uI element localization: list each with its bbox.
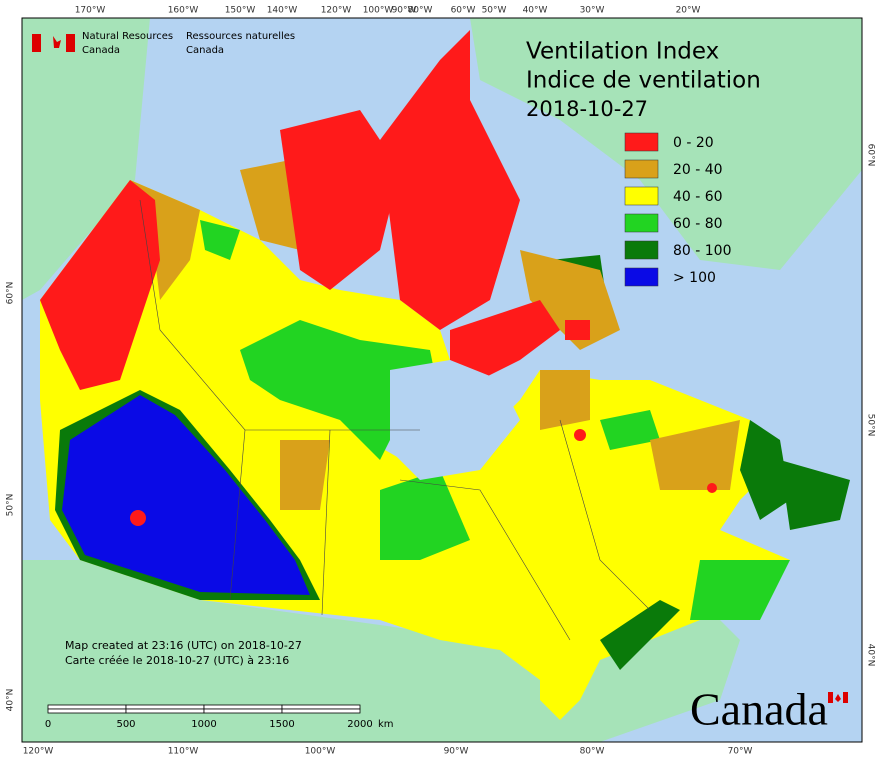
legend-swatch bbox=[624, 132, 659, 152]
index-zone bbox=[540, 370, 590, 430]
latitude-label: 60°N bbox=[6, 282, 16, 305]
longitude-label: 90°W bbox=[444, 747, 469, 757]
map-frame bbox=[21, 17, 863, 743]
index-zone bbox=[380, 30, 520, 330]
index-zone bbox=[200, 220, 240, 260]
legend-label: 0 - 20 bbox=[673, 135, 714, 151]
longitude-label: 120°W bbox=[321, 6, 352, 16]
legend-swatch bbox=[624, 213, 659, 233]
legend-swatch bbox=[624, 159, 659, 179]
longitude-label: 90°W bbox=[392, 6, 417, 16]
longitude-label: 120°W bbox=[23, 747, 54, 757]
longitude-label: 100°W bbox=[305, 747, 336, 757]
hudson-bay bbox=[390, 360, 520, 480]
credit-line: Map created at 23:16 (UTC) on 2018-10-27 bbox=[65, 639, 302, 652]
legend-swatch bbox=[624, 267, 659, 287]
latitude-label: 50°N bbox=[6, 494, 16, 517]
index-zone bbox=[690, 560, 790, 620]
scale-bar: 0 500 1000 1500 2000 km bbox=[45, 704, 394, 730]
scale-segment bbox=[203, 708, 283, 714]
index-zone bbox=[707, 483, 717, 493]
wordmark-flag bbox=[828, 692, 848, 703]
scale-segment bbox=[125, 708, 205, 714]
index-zone bbox=[650, 420, 740, 490]
longitude-label: 110°W bbox=[168, 747, 199, 757]
scale-label: 1500 bbox=[269, 719, 294, 730]
scale-label: 0 bbox=[45, 719, 51, 730]
agency-name: Natural Resources bbox=[82, 31, 173, 42]
graticule-labels: 170°W 160°W 150°W 140°W 120°W 100°W90°W80°W 60… bbox=[6, 6, 876, 757]
scale-segment bbox=[125, 704, 205, 710]
index-zone bbox=[280, 110, 400, 290]
index-zone bbox=[62, 395, 310, 595]
longitude-label: 140°W bbox=[267, 6, 298, 16]
scale-label: 2000 bbox=[347, 719, 372, 730]
longitude-label: 80°W bbox=[580, 747, 605, 757]
legend-label: 40 - 60 bbox=[673, 189, 723, 205]
agency-logo bbox=[32, 34, 75, 52]
agency-name: Canada bbox=[82, 45, 120, 56]
province-borders bbox=[139, 199, 651, 641]
longitude-label: 60°W bbox=[451, 6, 476, 16]
index-zone bbox=[600, 600, 680, 670]
map-date: 2018-10-27 bbox=[526, 97, 648, 121]
scale-segment bbox=[281, 708, 361, 714]
index-zone bbox=[130, 510, 146, 526]
legend-swatch bbox=[624, 240, 659, 260]
scale-unit: km bbox=[378, 719, 394, 730]
index-zone bbox=[574, 429, 586, 441]
legend: 0 - 20 20 - 40 40 - 60 60 - 80 80 - 100 > 100 bbox=[624, 132, 732, 287]
map-title: Indice de ventilation bbox=[526, 68, 761, 94]
longitude-label: 50°W bbox=[482, 6, 507, 16]
longitude-label: 40°W bbox=[523, 6, 548, 16]
agency-name: Canada bbox=[186, 45, 224, 56]
index-zone bbox=[740, 420, 790, 520]
legend-label: > 100 bbox=[673, 270, 716, 286]
index-zone bbox=[450, 300, 560, 380]
wordmark: Canada bbox=[690, 684, 828, 735]
index-zone bbox=[520, 250, 620, 350]
index-zone bbox=[240, 160, 300, 250]
longitude-label: 160°W bbox=[168, 6, 199, 16]
scale-label: 1000 bbox=[191, 719, 216, 730]
index-zone bbox=[280, 440, 330, 510]
longitude-label: 170°W bbox=[75, 6, 106, 16]
latitude-label: 50°N bbox=[866, 414, 876, 437]
index-zone bbox=[600, 410, 660, 450]
latitude-label: 40°N bbox=[866, 644, 876, 667]
index-zone bbox=[380, 470, 470, 560]
legend-label: 20 - 40 bbox=[673, 162, 723, 178]
longitude-label: 20°W bbox=[676, 6, 701, 16]
latitude-label: 40°N bbox=[6, 689, 16, 712]
longitude-label: 100°W bbox=[363, 6, 394, 16]
legend-label: 60 - 80 bbox=[673, 216, 723, 232]
scale-segment bbox=[47, 704, 127, 710]
legend-swatch bbox=[624, 186, 659, 206]
latitude-label: 60°N bbox=[866, 144, 876, 167]
longitude-label: 30°W bbox=[580, 6, 605, 16]
scale-segment bbox=[47, 708, 127, 714]
legend-label: 80 - 100 bbox=[673, 243, 732, 259]
index-zone bbox=[40, 180, 160, 390]
longitude-label: 150°W bbox=[225, 6, 256, 16]
agency-name: Ressources naturelles bbox=[186, 31, 295, 42]
scale-label: 500 bbox=[116, 719, 135, 730]
longitude-label: 70°W bbox=[728, 747, 753, 757]
index-zone bbox=[565, 320, 590, 340]
credit-line: Carte créée le 2018-10-27 (UTC) à 23:16 bbox=[65, 654, 289, 667]
scale-segment bbox=[281, 704, 361, 710]
map-title: Ventilation Index bbox=[526, 39, 719, 65]
scale-segment bbox=[203, 704, 283, 710]
index-zone bbox=[780, 460, 850, 530]
longitude-label: 80°W bbox=[408, 6, 433, 16]
